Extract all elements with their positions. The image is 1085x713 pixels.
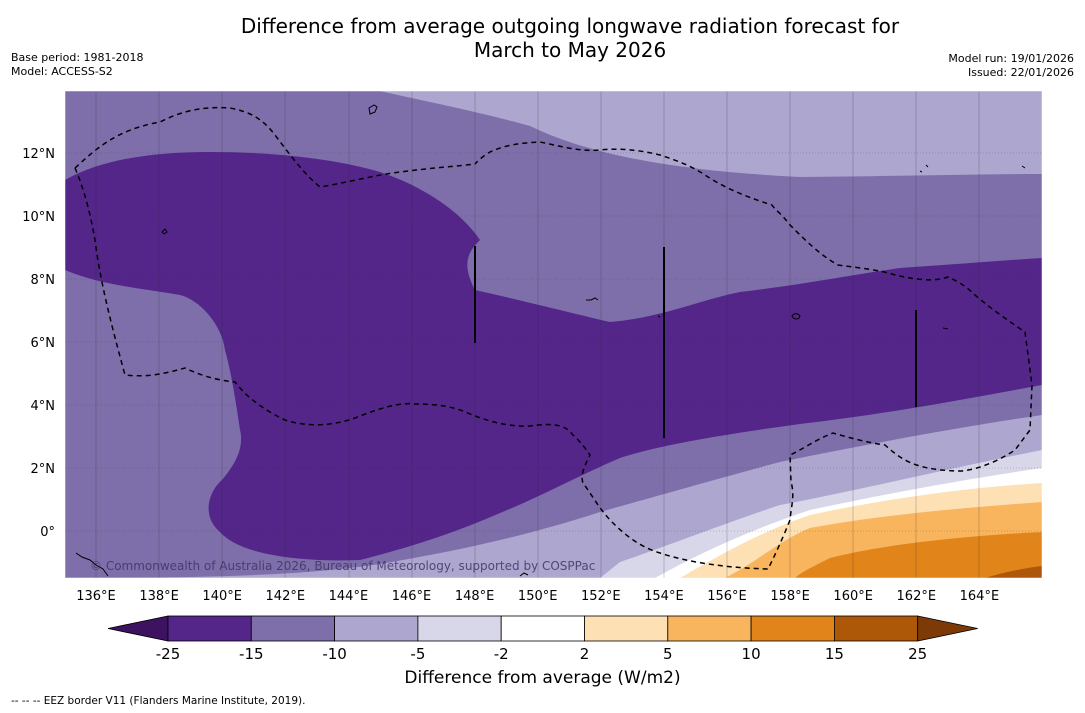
- colorbar-segment: [834, 615, 919, 642]
- latitude-axis: 12°N 10°N 8°N 6°N 4°N 2°N 0°: [22, 147, 55, 540]
- band-deep-purple: [65, 152, 1042, 561]
- colorbar-tick-label: -5: [410, 645, 425, 663]
- longitude-label: 138°E: [139, 589, 179, 604]
- colorbar-tick-label: -15: [239, 645, 264, 663]
- colorbar-title: Difference from average (W/m2): [404, 668, 681, 688]
- copyright-notice: © Commonwealth of Australia 2026, Bureau…: [90, 559, 595, 573]
- atoll-lines: [474, 246, 917, 438]
- latitude-label: 0°: [40, 525, 55, 540]
- longitude-label: 162°E: [897, 589, 937, 604]
- longitude-label: 160°E: [833, 589, 873, 604]
- latitude-label: 4°N: [31, 399, 56, 414]
- base-period: Base period: 1981-2018: [11, 51, 144, 64]
- model-run: Model run: 19/01/2026: [948, 52, 1074, 65]
- map-frame: [64, 90, 1043, 579]
- colorbar-tick-label: -2: [494, 645, 509, 663]
- colorbar-segment: [334, 615, 419, 642]
- band-orange: [795, 532, 1042, 578]
- latitude-label: 2°N: [31, 462, 56, 477]
- colorbar-tick-label: -10: [322, 645, 347, 663]
- colorbar-segment: [667, 615, 752, 642]
- longitude-label: 144°E: [329, 589, 369, 604]
- coastlines: [75, 104, 1026, 577]
- colorbar-tick-labels: -25 -15 -10 -5 -2 2 5 10 15 25: [156, 645, 927, 663]
- longitude-label: 140°E: [202, 589, 242, 604]
- longitude-label: 154°E: [644, 589, 684, 604]
- colorbar-segment: [500, 615, 585, 642]
- latitude-label: 8°N: [31, 273, 56, 288]
- longitude-label: 156°E: [707, 589, 747, 604]
- model-info: Base period: 1981-2018 Model: ACCESS-S2: [11, 51, 143, 79]
- band-dark-orange: [985, 566, 1042, 578]
- colorbar: [107, 615, 978, 642]
- longitude-label: 158°E: [770, 589, 810, 604]
- anomaly-field: [65, 91, 1042, 578]
- colorbar-tick-label: 15: [825, 645, 844, 663]
- colorbar-under-arrow: [107, 615, 169, 642]
- map-title: Difference from average outgoing longwav…: [150, 14, 990, 62]
- map-title-line1: Difference from average outgoing longwav…: [240, 14, 900, 38]
- colorbar-tick-label: 5: [663, 645, 673, 663]
- latitude-label: 12°N: [22, 147, 55, 162]
- grid-lines: [65, 91, 1042, 578]
- longitude-label: 150°E: [518, 589, 558, 604]
- eez-legend-footnote: -- -- -- EEZ border V11 (Flanders Marine…: [11, 695, 306, 707]
- eez-border-palau: [74, 106, 476, 188]
- latitude-label: 6°N: [31, 336, 56, 351]
- colorbar-tick-label: 25: [908, 645, 927, 663]
- colorbar-tick-label: -25: [156, 645, 181, 663]
- longitude-label: 152°E: [581, 589, 621, 604]
- colorbar-tick-label: 10: [742, 645, 761, 663]
- model-name: Model: ACCESS-S2: [11, 65, 113, 78]
- longitude-label: 142°E: [266, 589, 306, 604]
- longitude-label: 136°E: [76, 589, 116, 604]
- run-info: Model run: 19/01/2026 Issued: 22/01/2026: [948, 52, 1074, 80]
- longitude-label: 146°E: [392, 589, 432, 604]
- longitude-label: 164°E: [960, 589, 1000, 604]
- latitude-label: 10°N: [22, 210, 55, 225]
- longitude-axis: 136°E 138°E 140°E 142°E 144°E 146°E 148°E 150°E…: [76, 589, 999, 604]
- colorbar-segment: [417, 615, 502, 642]
- colorbar-segment: [250, 615, 336, 642]
- colorbar-segment: [750, 615, 835, 642]
- colorbar-tick-label: 2: [580, 645, 590, 663]
- colorbar-over-arrow: [917, 615, 978, 642]
- colorbar-segment: [167, 615, 252, 642]
- longitude-label: 148°E: [455, 589, 495, 604]
- eez-border-fsm: [74, 141, 1033, 570]
- map-title-line2: March to May 2026: [473, 38, 667, 62]
- issued-date: Issued: 22/01/2026: [967, 66, 1074, 79]
- colorbar-segment: [584, 615, 669, 642]
